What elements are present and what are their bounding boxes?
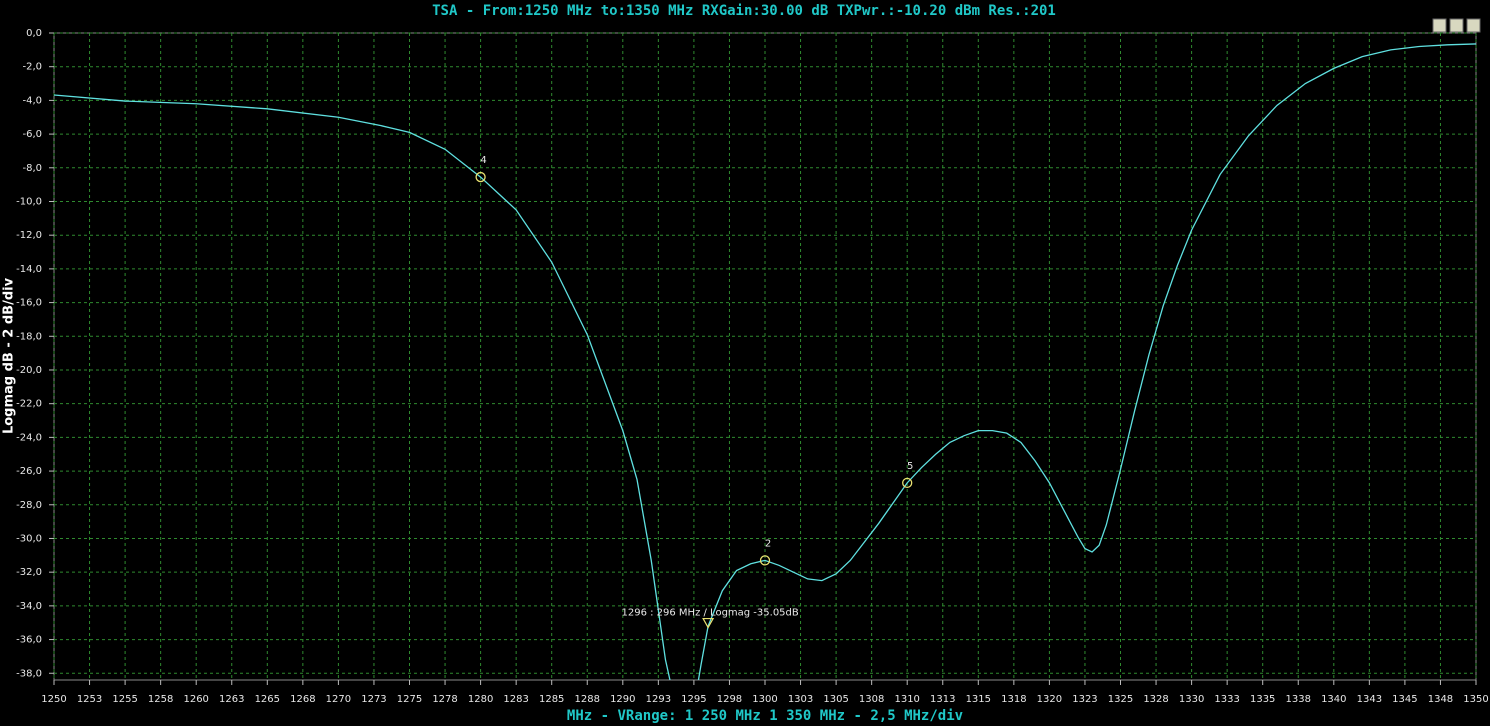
cursor-marker	[702, 617, 715, 629]
marker	[475, 171, 486, 183]
toolbar	[1432, 18, 1481, 33]
x-tick-label: 1313	[930, 694, 955, 705]
x-tick-label: 1253	[77, 694, 102, 705]
cursor-label: 1296 : 296 MHz / Logmag -35.05dB	[621, 608, 798, 619]
y-tick-label: -20,0	[16, 365, 42, 376]
x-tick-label: 1345	[1392, 694, 1417, 705]
x-tick-label: 1278	[432, 694, 457, 705]
plot-area	[54, 43, 1476, 680]
x-tick-label: 1308	[859, 694, 884, 705]
x-tick-label: 1258	[148, 694, 173, 705]
x-tick-label: 1348	[1428, 694, 1453, 705]
x-tick-label: 1330	[1179, 694, 1204, 705]
zoom-button[interactable]	[1432, 18, 1447, 33]
chart-title: TSA - From:1250 MHz to:1350 MHz RXGain:3…	[432, 3, 1056, 19]
print-button[interactable]	[1449, 18, 1464, 33]
y-tick-label: -4,0	[22, 95, 42, 106]
x-tick-label: 1250	[41, 694, 66, 705]
x-tick-label: 1328	[1143, 694, 1168, 705]
x-tick-label: 1325	[1108, 694, 1133, 705]
x-tick-label: 1288	[575, 694, 600, 705]
x-tick-label: 1320	[1037, 694, 1062, 705]
x-tick-label: 1300	[752, 694, 777, 705]
x-tick-label: 1265	[255, 694, 280, 705]
marker-label: 5	[907, 461, 913, 472]
marker-label: 2	[765, 538, 771, 549]
x-tick-label: 1260	[183, 694, 208, 705]
save-button[interactable]	[1466, 18, 1481, 33]
y-tick-label: -2,0	[22, 62, 42, 73]
y-tick-label: -32,0	[16, 567, 42, 578]
x-tick-label: 1303	[788, 694, 813, 705]
y-tick-label: -38,0	[16, 668, 42, 679]
x-axis-label: MHz - VRange: 1 250 MHz 1 350 MHz - 2,5 …	[567, 708, 963, 724]
x-tick-label: 1315	[966, 694, 991, 705]
x-tick-label: 1305	[823, 694, 848, 705]
x-tick-label: 1280	[468, 694, 493, 705]
y-tick-label: -34,0	[16, 601, 42, 612]
x-tick-label: 1283	[503, 694, 528, 705]
x-tick-label: 1263	[219, 694, 244, 705]
x-tick-label: 1285	[539, 694, 564, 705]
y-tick-label: -14,0	[16, 264, 42, 275]
x-tick-label: 1310	[894, 694, 919, 705]
x-tick-label: 1343	[1357, 694, 1382, 705]
marker	[902, 477, 913, 489]
y-tick-label: -6,0	[22, 129, 42, 140]
x-tick-label: 1338	[1286, 694, 1311, 705]
x-tick-label: 1335	[1250, 694, 1275, 705]
x-tick-label: 1340	[1321, 694, 1346, 705]
y-tick-label: -24,0	[16, 432, 42, 443]
y-tick-label: -22,0	[16, 399, 42, 410]
x-tick-label: 1323	[1072, 694, 1097, 705]
x-tick-label: 1273	[361, 694, 386, 705]
y-tick-label: -18,0	[16, 331, 42, 342]
y-tick-label: -30,0	[16, 533, 42, 544]
x-tick-label: 1350	[1463, 694, 1488, 705]
x-tick-label: 1268	[290, 694, 315, 705]
y-tick-label: -28,0	[16, 500, 42, 511]
x-tick-label: 1255	[112, 694, 137, 705]
x-tick-label: 1275	[397, 694, 422, 705]
y-axis-label: Logmag dB - 2 dB/div	[2, 277, 17, 434]
y-tick-label: -26,0	[16, 466, 42, 477]
x-tick-label: 1293	[646, 694, 671, 705]
marker-label: 4	[480, 155, 486, 166]
x-tick-label: 1270	[326, 694, 351, 705]
x-tick-label: 1295	[681, 694, 706, 705]
x-tick-label: 1298	[717, 694, 742, 705]
y-tick-label: -10,0	[16, 196, 42, 207]
x-tick-label: 1333	[1214, 694, 1239, 705]
trace-line	[54, 43, 1476, 680]
y-tick-label: -16,0	[16, 298, 42, 309]
y-tick-label: -12,0	[16, 230, 42, 241]
x-tick-label: 1290	[610, 694, 635, 705]
x-tick-label: 1318	[1001, 694, 1026, 705]
y-tick-label: 0,0	[26, 28, 42, 39]
y-tick-label: -8,0	[22, 163, 42, 174]
marker	[759, 555, 771, 566]
y-tick-label: -36,0	[16, 635, 42, 646]
